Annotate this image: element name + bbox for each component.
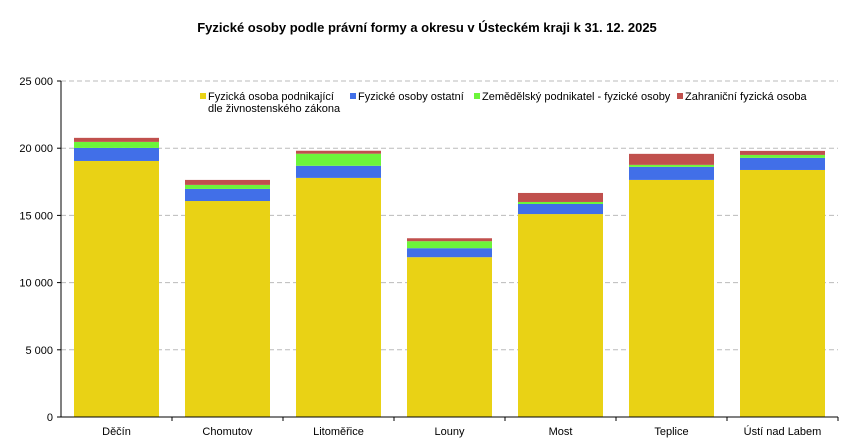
- bar-segment: [296, 153, 381, 166]
- bar-segment: [518, 214, 603, 417]
- legend-label: dle živnostenského zákona: [208, 103, 341, 115]
- legend-label: Zemědělský podnikatel - fyzické osoby: [482, 91, 671, 103]
- bar-segment: [518, 192, 603, 202]
- bar-segment: [185, 188, 270, 202]
- x-tick-label: Louny: [435, 426, 465, 438]
- bar-segment: [629, 164, 714, 167]
- bar-segment: [740, 154, 825, 158]
- bar-segment: [74, 160, 159, 417]
- legend-label: Fyzická osoba podnikající: [208, 91, 334, 103]
- bar-segment: [629, 153, 714, 165]
- bar-segment: [740, 150, 825, 155]
- x-tick-label: Ústí nad Labem: [744, 425, 822, 438]
- legend-label: Fyzické osoby ostatní: [358, 91, 464, 103]
- x-tick-label: Chomutov: [202, 426, 253, 438]
- bar-segment: [518, 203, 603, 215]
- bar-segment: [740, 169, 825, 417]
- bar-segment: [296, 177, 381, 417]
- bar-segment: [185, 201, 270, 417]
- x-tick-label: Litoměřice: [313, 426, 364, 438]
- bar-segment: [518, 201, 603, 204]
- y-tick-label: 5 000: [25, 345, 53, 357]
- legend-swatch: [474, 93, 480, 99]
- legend-label: Zahraniční fyzická osoba: [685, 91, 808, 103]
- legend-swatch: [200, 93, 206, 99]
- bar-segment: [629, 179, 714, 417]
- bar-segment: [185, 179, 270, 185]
- bar-segment: [74, 137, 159, 142]
- bar-segment: [740, 157, 825, 170]
- bar-segment: [407, 248, 492, 258]
- legend-swatch: [677, 93, 683, 99]
- y-tick-label: 0: [47, 412, 53, 424]
- legend-swatch: [350, 93, 356, 99]
- x-tick-label: Děčín: [102, 426, 131, 438]
- y-tick-label: 15 000: [19, 210, 53, 222]
- bar-segment: [407, 241, 492, 249]
- y-tick-label: 25 000: [19, 76, 53, 88]
- x-tick-label: Most: [549, 426, 573, 438]
- bar-segment: [185, 184, 270, 189]
- y-tick-label: 10 000: [19, 278, 53, 290]
- bar-segment: [74, 141, 159, 148]
- bar-segment: [296, 150, 381, 154]
- y-tick-label: 20 000: [19, 143, 53, 155]
- bar-segment: [407, 238, 492, 242]
- bar-segment: [407, 257, 492, 417]
- bar-segment: [74, 147, 159, 161]
- bar-segment: [629, 166, 714, 180]
- chart-title: Fyzické osoby podle právní formy a okres…: [197, 20, 657, 35]
- bar-segment: [296, 165, 381, 178]
- x-tick-label: Teplice: [654, 426, 688, 438]
